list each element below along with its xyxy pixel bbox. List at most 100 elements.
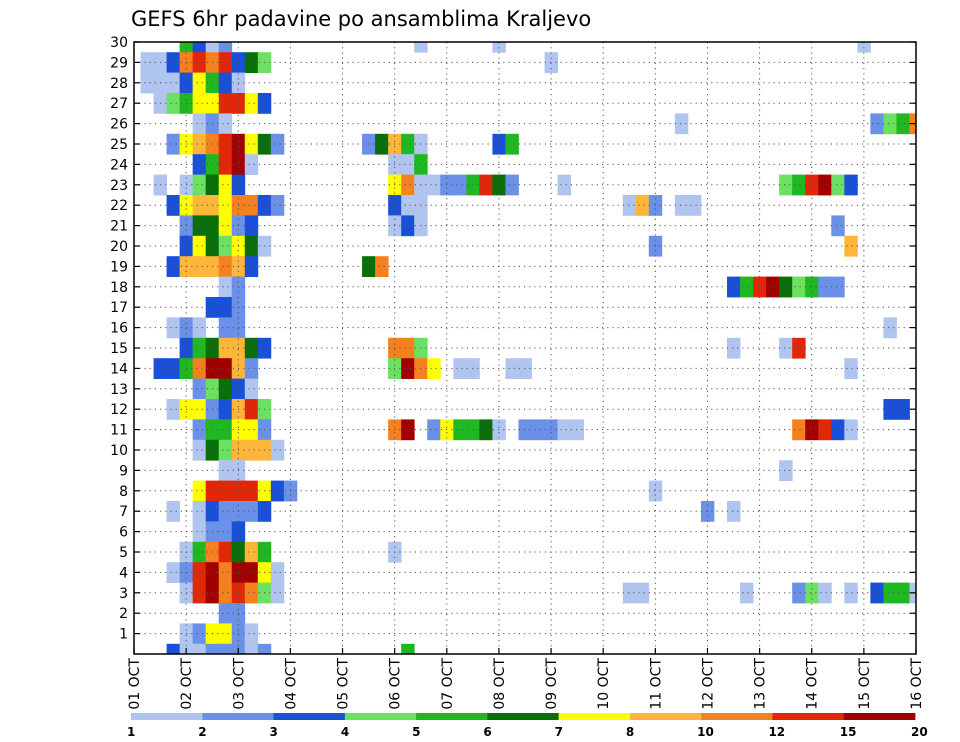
precip-cell: [192, 337, 207, 359]
precip-cell: [166, 358, 181, 379]
precip-cell: [635, 195, 650, 216]
colorbar-swatch: [558, 713, 631, 720]
y-tick-label: 4: [119, 565, 128, 581]
precip-cell: [192, 317, 207, 339]
x-axis-ticks: 01 OCT 02 OCT 03 OCT 04 OCT 05 OCT 06 OCT 07 O…: [127, 648, 925, 710]
precip-cell: [570, 419, 585, 441]
colorbar-label: 6: [483, 725, 491, 739]
precip-cell: [270, 195, 285, 216]
precip-cell: [505, 174, 519, 196]
precip-cell: [544, 52, 558, 73]
precip-cell: [818, 419, 832, 441]
precip-cell: [792, 174, 806, 196]
precip-cell: [805, 174, 819, 196]
precip-cell: [505, 133, 519, 155]
precip-cell: [401, 215, 415, 237]
precip-cell: [674, 195, 689, 216]
colorbar-label: 15: [840, 725, 857, 739]
precip-cell: [792, 419, 806, 441]
precip-cell: [401, 337, 415, 359]
y-tick-label: 27: [110, 96, 128, 112]
precip-cell: [166, 317, 181, 339]
precip-cell: [427, 419, 441, 441]
precip-cell: [192, 521, 207, 543]
precip-cell: [531, 419, 545, 441]
precip-cell: [166, 643, 181, 655]
precip-cell: [244, 337, 259, 359]
precip-cell: [648, 480, 663, 502]
precip-cell: [244, 235, 259, 257]
y-tick-label: 26: [110, 117, 128, 133]
precip-cell: [166, 399, 181, 420]
precip-cell: [218, 439, 233, 461]
precip-cell: [192, 133, 207, 155]
precip-cell: [244, 419, 259, 441]
precip-cell: [727, 337, 741, 359]
x-tick-label: 07 OCT: [440, 658, 456, 710]
precip-cell: [218, 337, 233, 359]
precip-cell: [779, 276, 793, 298]
y-tick-label: 18: [110, 280, 128, 296]
precip-cell: [192, 562, 207, 583]
precip-cell: [831, 276, 845, 298]
precip-cell: [192, 154, 207, 175]
precip-cell: [218, 480, 233, 502]
y-tick-label: 21: [110, 219, 128, 235]
precip-cell: [727, 276, 741, 298]
colorbar-swatch: [416, 713, 488, 720]
colorbar-swatch: [701, 713, 773, 720]
precip-cell: [244, 439, 259, 461]
precip-cell: [427, 174, 441, 196]
colorbar-swatch: [131, 713, 203, 720]
precip-cell: [218, 297, 233, 318]
x-tick-label: 14 OCT: [805, 658, 821, 710]
precip-cell: [270, 562, 285, 583]
precip-cell: [218, 133, 233, 155]
precip-cell: [831, 419, 845, 441]
colorbar-label: 4: [341, 725, 349, 739]
precip-cell: [779, 174, 793, 196]
y-tick-label: 11: [110, 423, 128, 439]
precip-cell: [192, 378, 207, 400]
precip-cell: [218, 582, 233, 604]
precip-cell: [218, 419, 233, 441]
colorbar-label: 5: [412, 725, 420, 739]
precip-cell: [401, 419, 415, 441]
precip-cell: [218, 623, 233, 645]
x-tick-label: 11 OCT: [648, 658, 664, 710]
precip-cell: [218, 358, 233, 379]
colorbar-swatch: [629, 713, 702, 720]
precip-cell: [727, 501, 741, 522]
precip-cell: [453, 358, 467, 379]
precip-cell: [844, 174, 858, 196]
colorbar-label: 12: [768, 725, 785, 739]
precip-cell: [844, 582, 858, 604]
y-tick-label: 3: [119, 586, 128, 602]
x-tick-label: 13 OCT: [753, 658, 769, 710]
precip-cell: [192, 480, 207, 502]
y-tick-label: 5: [119, 545, 128, 561]
precip-cell: [270, 480, 285, 502]
precip-cell: [218, 276, 233, 298]
x-tick-label: 16 OCT: [909, 658, 925, 710]
colorbar-label: 20: [911, 725, 928, 739]
y-axis-ticks: 1234567891011121314151617181920212223242…: [110, 35, 916, 643]
precip-cell: [453, 419, 467, 441]
precip-cell: [244, 93, 259, 114]
colorbar-swatch: [202, 713, 274, 720]
y-tick-label: 12: [110, 402, 128, 418]
precip-cell: [218, 378, 233, 400]
y-tick-label: 19: [110, 259, 128, 275]
colorbar-swatch: [772, 713, 845, 720]
x-tick-label: 08 OCT: [492, 658, 508, 710]
precip-cell: [166, 72, 181, 94]
precip-cell: [674, 113, 689, 135]
precip-cell: [557, 174, 572, 196]
precip-cell: [883, 113, 897, 135]
precip-cell: [779, 337, 793, 359]
precip-cell: [192, 72, 207, 94]
precip-cell: [479, 419, 493, 441]
y-tick-label: 7: [119, 504, 128, 520]
precip-cell: [140, 52, 154, 73]
y-tick-label: 2: [119, 606, 128, 622]
